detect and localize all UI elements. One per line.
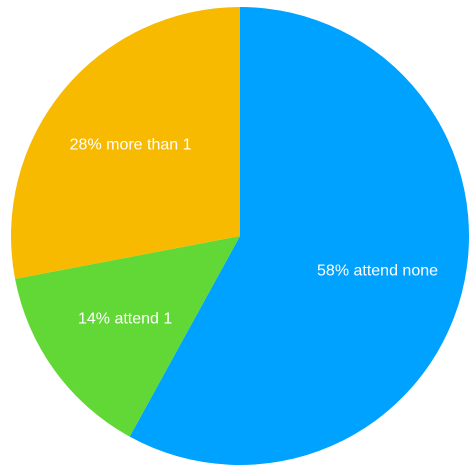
pie-slice-2 (11, 7, 241, 279)
pie-slice-1 (15, 236, 241, 437)
labels-group: 58% attend none 14% attend 1 28% more than… (70, 137, 438, 328)
pie-slice-label-0: 58% attend none (317, 263, 438, 280)
pie-slice-label-1: 14% attend 1 (78, 311, 172, 328)
pie-slice-label-2: 28% more than 1 (70, 137, 192, 154)
pie-slice-0 (129, 7, 470, 466)
slices-group (11, 7, 470, 466)
